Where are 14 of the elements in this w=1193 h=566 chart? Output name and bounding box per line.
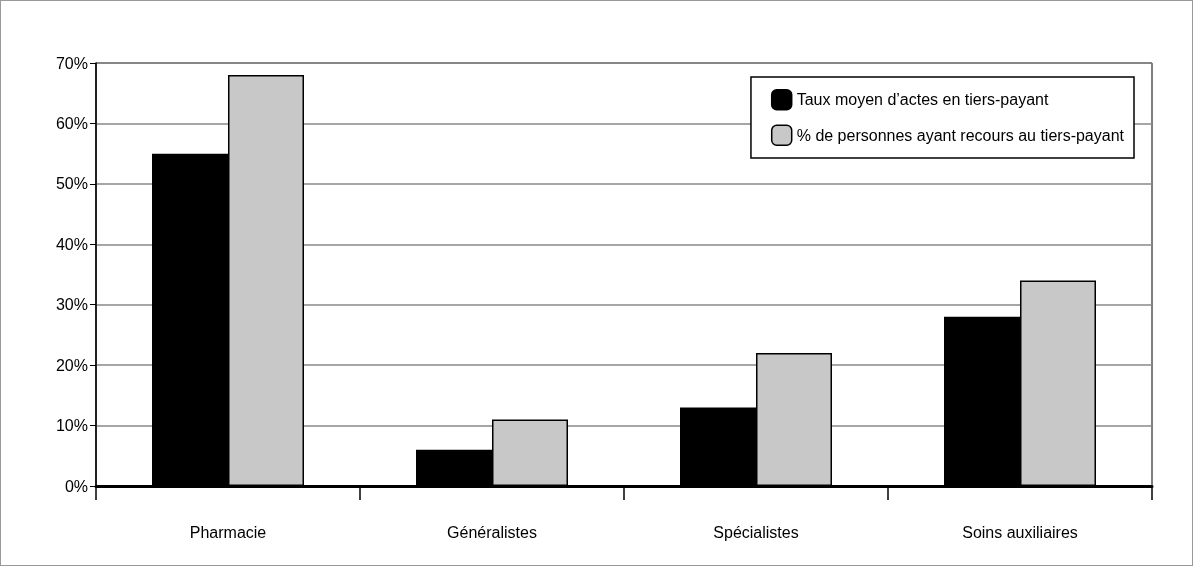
y-tick-label: 40%	[55, 235, 88, 253]
y-tick-label: 20%	[55, 356, 88, 374]
y-tick-label: 60%	[55, 114, 88, 132]
legend-label: % de personnes ayant recours au tiers-payant	[796, 126, 1125, 144]
y-tick-label: 10%	[55, 417, 88, 435]
x-tick-label: Spécialistes	[713, 523, 799, 541]
y-tick-label: 30%	[55, 296, 88, 314]
x-tick-label: Pharmacie	[189, 523, 267, 541]
x-tick-label: Soins auxiliaires	[962, 523, 1078, 541]
legend-label: Taux moyen d’actes en tiers-payant	[796, 91, 1049, 109]
y-tick-label: 70%	[55, 54, 88, 72]
y-tick-label: 50%	[55, 175, 88, 193]
y-tick-label: 0%	[64, 477, 88, 495]
x-tick-label: Généralistes	[447, 523, 537, 541]
